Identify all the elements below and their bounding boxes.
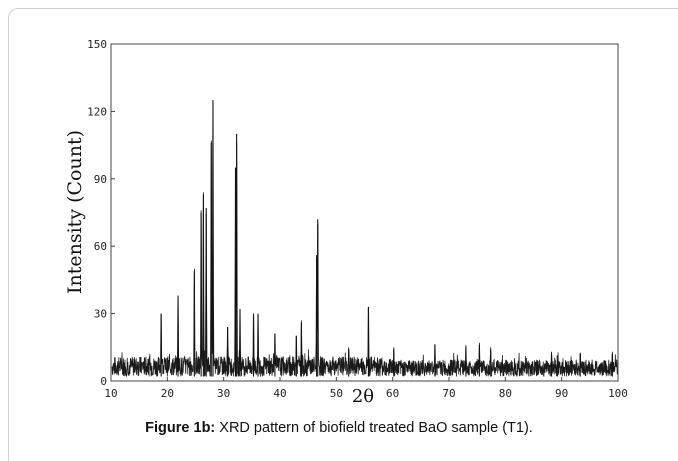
- x-tick-label: 30: [217, 387, 230, 400]
- y-tick-label: 0: [100, 375, 107, 388]
- xrd-trace: [112, 100, 617, 376]
- x-tick-label: 10: [104, 387, 117, 400]
- x-tick-label: 70: [442, 387, 455, 400]
- axis-ticks: 10 20 30 40 50 60 70 80 90 100 0 30 60 90 120 150: [87, 38, 628, 400]
- x-tick-label: 80: [499, 387, 512, 400]
- caption-text: XRD pattern of biofield treated BaO samp…: [215, 420, 533, 436]
- figure-caption: Figure 1b: XRD pattern of biofield treat…: [0, 420, 678, 436]
- x-axis-label: 2θ: [352, 386, 374, 407]
- x-tick-label: 20: [161, 387, 174, 400]
- xrd-series-line: [112, 112, 617, 377]
- y-tick-label: 150: [87, 38, 107, 51]
- plot-area: [111, 44, 618, 381]
- xrd-chart: 10 20 30 40 50 60 70 80 90 100 0 30 60 90 120 150 Inten…: [0, 0, 678, 420]
- y-tick-label: 90: [94, 173, 107, 186]
- x-tick-label: 50: [330, 387, 343, 400]
- x-tick-label: 90: [555, 387, 568, 400]
- y-tick-label: 30: [94, 308, 107, 321]
- x-tick-label: 40: [273, 387, 286, 400]
- y-axis-label: Intensity (Count): [64, 130, 86, 294]
- x-tick-label: 60: [386, 387, 399, 400]
- x-tick-label: 100: [608, 387, 628, 400]
- caption-label: Figure 1b:: [145, 420, 215, 436]
- y-tick-label: 60: [94, 240, 107, 253]
- y-tick-label: 120: [87, 105, 107, 118]
